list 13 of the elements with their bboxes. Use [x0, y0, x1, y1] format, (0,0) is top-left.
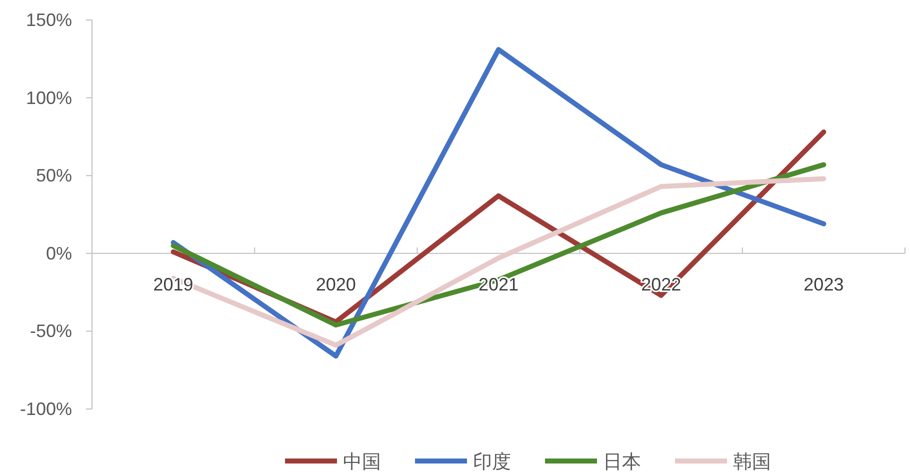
x-tick-label: 2019	[153, 274, 194, 294]
y-tick-label: -50%	[30, 321, 72, 342]
legend-label: 中国	[343, 452, 381, 472]
y-tick-label: 150%	[26, 10, 72, 30]
legend-label: 日本	[603, 452, 641, 472]
y-tick-label: -100%	[20, 399, 72, 419]
legend-label: 印度	[473, 451, 511, 472]
y-tick-label: 0%	[46, 243, 72, 264]
y-tick-label: 50%	[36, 166, 72, 186]
x-tick-label: 2023	[804, 274, 844, 294]
y-tick-label: 100%	[26, 88, 72, 108]
x-tick-label: 2020	[316, 274, 356, 294]
legend-label: 韩国	[733, 452, 771, 472]
